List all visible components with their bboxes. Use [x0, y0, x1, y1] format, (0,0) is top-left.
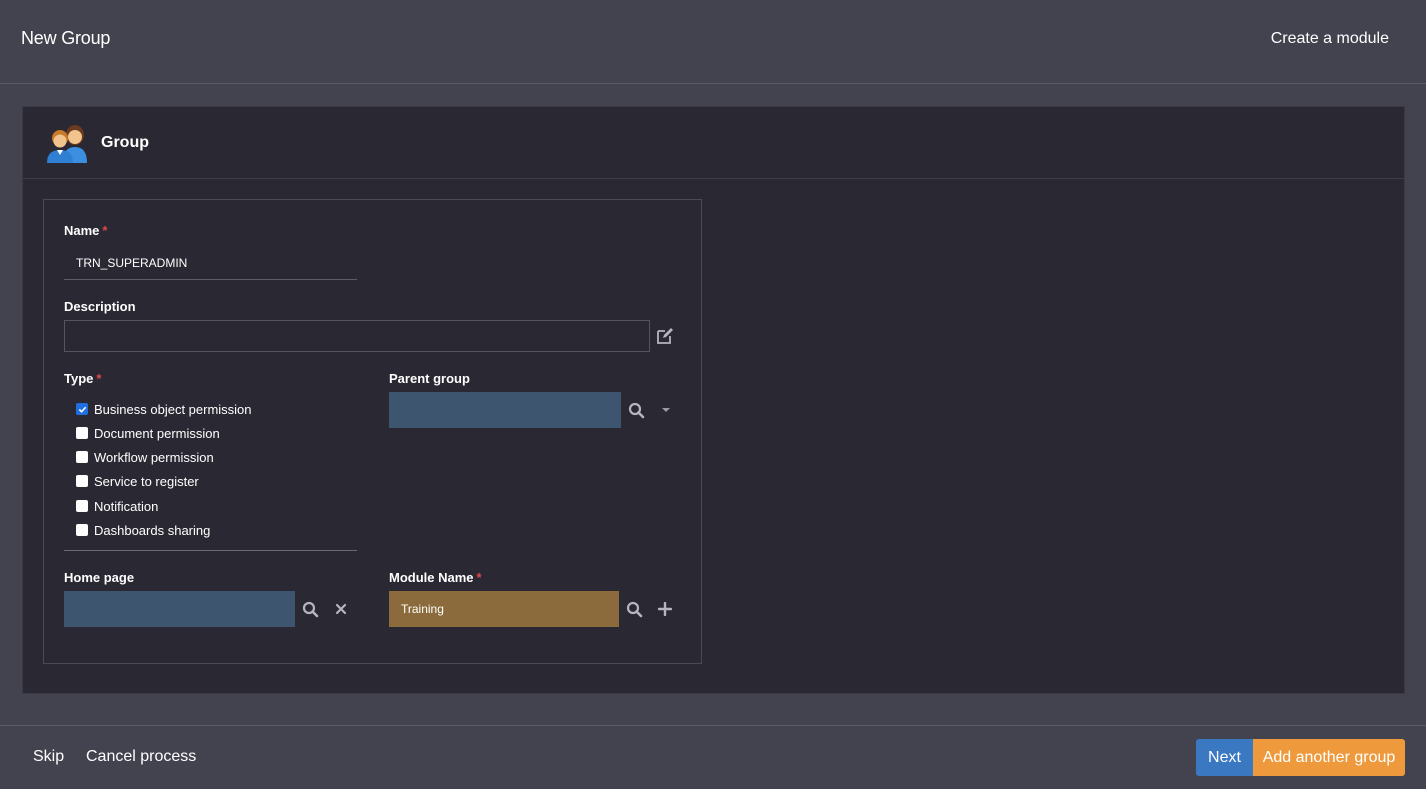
name-label: Name * — [64, 223, 107, 238]
skip-button[interactable]: Skip — [33, 748, 65, 765]
page-footer: Skip Cancel process Next Add another gro… — [0, 725, 1426, 789]
checkbox-icon[interactable] — [76, 451, 88, 463]
checkbox-icon[interactable] — [76, 475, 88, 487]
type-option-label: Document permission — [94, 425, 220, 441]
type-option-workflow[interactable]: Workflow permission — [76, 448, 214, 466]
type-option-dashboards[interactable]: Dashboards sharing — [76, 521, 210, 539]
type-label: Type * — [64, 371, 101, 386]
checkbox-checked-icon[interactable] — [76, 403, 88, 415]
next-button[interactable]: Next — [1196, 739, 1253, 776]
type-option-service[interactable]: Service to register — [76, 472, 199, 490]
module-name-required-mark: * — [476, 570, 482, 585]
checkbox-icon[interactable] — [76, 524, 88, 536]
checkbox-icon[interactable] — [76, 500, 88, 512]
description-label: Description — [64, 299, 136, 314]
name-required-mark: * — [102, 223, 108, 238]
type-required-mark: * — [96, 371, 102, 386]
search-icon[interactable] — [623, 598, 645, 620]
parent-group-label: Parent group — [389, 371, 470, 386]
group-panel: Group Name * TRN_SUPERADMIN Description T… — [22, 106, 1405, 694]
type-label-text: Type — [64, 371, 94, 386]
parent-group-input[interactable] — [389, 392, 621, 428]
description-input[interactable] — [64, 320, 650, 352]
edit-icon[interactable] — [654, 325, 676, 347]
panel-title: Group — [101, 134, 149, 151]
add-another-group-button[interactable]: Add another group — [1253, 739, 1405, 776]
group-form: Name * TRN_SUPERADMIN Description Type * B… — [43, 199, 702, 664]
type-divider — [64, 550, 357, 551]
type-option-business-object[interactable]: Business object permission — [76, 400, 252, 418]
module-name-label: Module Name * — [389, 570, 482, 585]
create-module-link[interactable]: Create a module — [1270, 30, 1389, 47]
type-option-label: Business object permission — [94, 401, 252, 417]
search-icon[interactable] — [625, 399, 647, 421]
people-group-icon — [47, 125, 87, 163]
plus-icon[interactable] — [654, 598, 676, 620]
panel-header: Group — [23, 107, 1404, 179]
type-option-notification[interactable]: Notification — [76, 497, 158, 515]
module-name-label-text: Module Name — [389, 570, 474, 585]
type-option-label: Workflow permission — [94, 449, 214, 465]
page-title: New Group — [21, 28, 111, 48]
type-option-label: Service to register — [94, 473, 199, 489]
module-name-input[interactable]: Training — [389, 591, 619, 627]
close-icon[interactable] — [330, 598, 352, 620]
checkbox-icon[interactable] — [76, 427, 88, 439]
name-input[interactable]: TRN_SUPERADMIN — [64, 248, 357, 280]
type-option-label: Notification — [94, 498, 159, 514]
home-page-input[interactable] — [64, 591, 295, 627]
name-label-text: Name — [64, 223, 100, 238]
search-icon[interactable] — [299, 598, 321, 620]
page-header: New Group Create a module — [0, 0, 1426, 84]
type-option-label: Dashboards sharing — [94, 522, 211, 538]
cancel-process-button[interactable]: Cancel process — [86, 748, 197, 765]
type-option-document[interactable]: Document permission — [76, 424, 220, 442]
home-page-label: Home page — [64, 570, 135, 585]
chevron-down-icon[interactable] — [655, 399, 677, 421]
